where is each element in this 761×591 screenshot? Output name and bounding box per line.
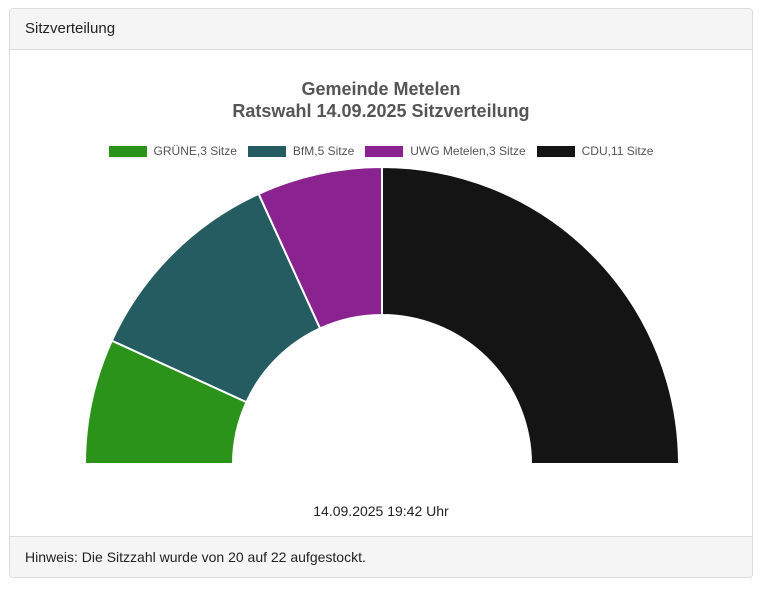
- legend-item-uwg[interactable]: UWG Metelen,3 Sitze: [365, 144, 526, 158]
- segment-cdu[interactable]: [381, 165, 681, 465]
- legend-item-gruene[interactable]: GRÜNE,3 Sitze: [108, 144, 237, 158]
- legend-label: BfM,5 Sitze: [292, 144, 355, 158]
- chart-title: Gemeinde Metelen Ratswahl 14.09.2025 Sit…: [10, 78, 752, 122]
- seat-distribution-panel: Sitzverteilung Gemeinde Metelen Ratswahl…: [9, 8, 753, 578]
- seat-half-donut-chart: [83, 165, 681, 465]
- chart-title-line2: Ratswahl 14.09.2025 Sitzverteilung: [232, 101, 530, 121]
- chart-legend: GRÜNE,3 Sitze BfM,5 Sitze UWG Metelen,3 …: [10, 144, 752, 158]
- legend-item-bfm[interactable]: BfM,5 Sitze: [247, 144, 355, 158]
- panel-footer-note: Hinweis: Die Sitzzahl wurde von 20 auf 2…: [10, 536, 752, 577]
- legend-swatch: [108, 145, 147, 157]
- panel-header: Sitzverteilung: [10, 9, 752, 50]
- chart-timestamp: 14.09.2025 19:42 Uhr: [313, 503, 449, 519]
- chart-title-line1: Gemeinde Metelen: [301, 79, 461, 99]
- legend-item-cdu[interactable]: CDU,11 Sitze: [536, 144, 654, 158]
- legend-swatch: [365, 145, 404, 157]
- legend-label: CDU,11 Sitze: [581, 144, 654, 158]
- legend-label: UWG Metelen,3 Sitze: [410, 144, 526, 158]
- legend-swatch: [536, 145, 575, 157]
- legend-swatch: [247, 145, 286, 157]
- chart-area: Gemeinde Metelen Ratswahl 14.09.2025 Sit…: [10, 50, 752, 538]
- legend-label: GRÜNE,3 Sitze: [153, 144, 237, 158]
